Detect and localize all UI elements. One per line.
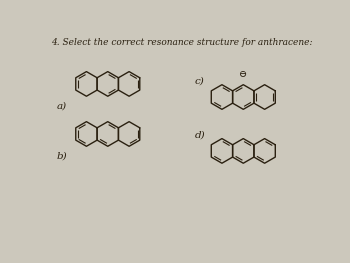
Text: a): a) — [56, 102, 66, 111]
Text: c): c) — [195, 76, 204, 85]
Text: 4. Select the correct resonance structure for anthracene:: 4. Select the correct resonance structur… — [51, 38, 312, 47]
Text: ⊖: ⊖ — [239, 69, 247, 79]
Text: d): d) — [195, 130, 205, 139]
Text: b): b) — [56, 152, 67, 161]
